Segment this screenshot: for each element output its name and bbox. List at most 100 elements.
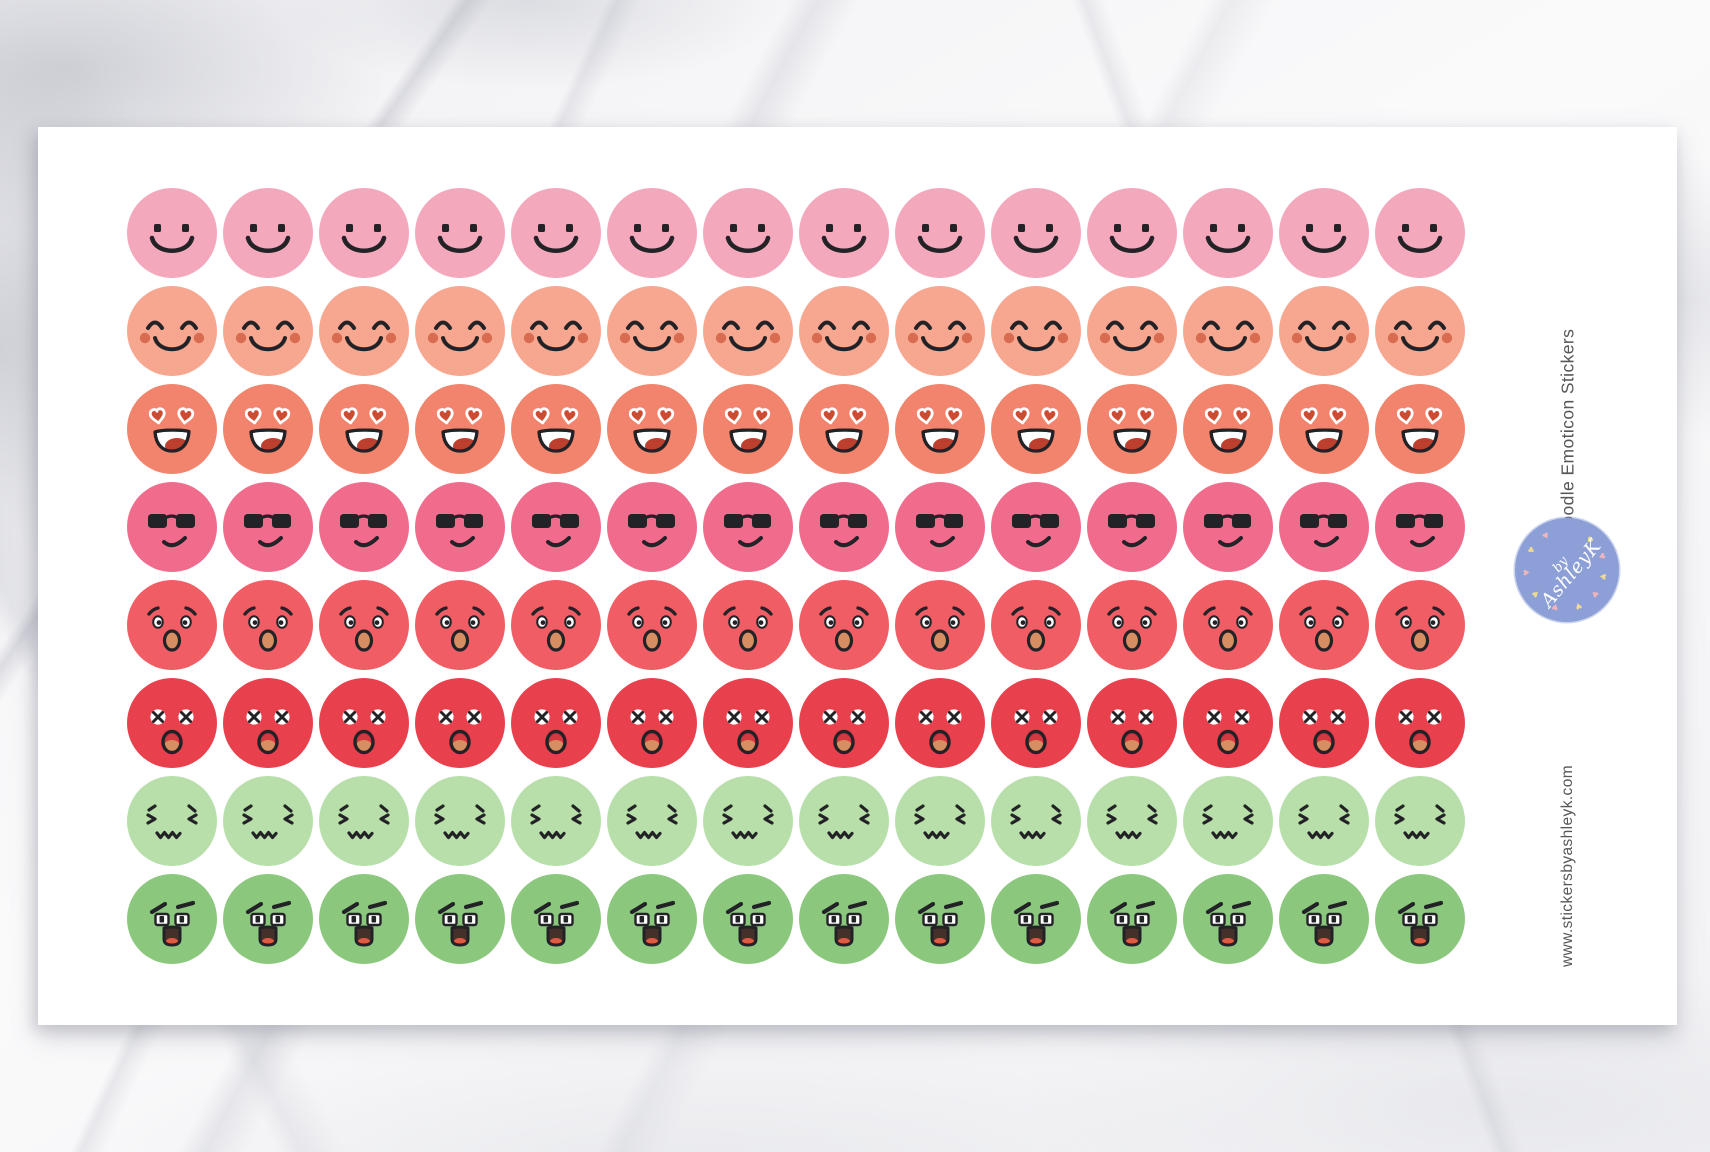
sticker-happy-blush xyxy=(511,286,601,376)
sticker-base xyxy=(1375,874,1465,964)
sticker-base xyxy=(703,580,793,670)
sticker-base xyxy=(1183,580,1273,670)
sticker-squirm xyxy=(1279,776,1369,866)
sticker-dead xyxy=(1375,678,1465,768)
sticker-base xyxy=(223,188,313,278)
sticker-heart-eyes xyxy=(223,384,313,474)
sticker-base xyxy=(127,482,217,572)
sticker-smile xyxy=(607,188,697,278)
heart-icon: ♥ xyxy=(1588,587,1602,601)
heart-icon: ♥ xyxy=(1596,571,1610,581)
sticker-happy-blush xyxy=(1375,286,1465,376)
sticker-base xyxy=(1183,286,1273,376)
sticker-dead xyxy=(511,678,601,768)
sticker-happy-blush xyxy=(1087,286,1177,376)
sticker-dead xyxy=(127,678,217,768)
sticker-base xyxy=(991,580,1081,670)
sticker-heart-eyes xyxy=(799,384,889,474)
sticker-happy-blush xyxy=(319,286,409,376)
sticker-base xyxy=(799,678,889,768)
sticker-base xyxy=(1279,874,1369,964)
sticker-worried xyxy=(895,580,985,670)
sticker-base xyxy=(415,286,505,376)
sticker-base xyxy=(127,286,217,376)
sticker-angry xyxy=(1375,874,1465,964)
sticker-base xyxy=(319,482,409,572)
sticker-angry xyxy=(1279,874,1369,964)
sticker-sunglasses xyxy=(127,482,217,572)
sticker-worried xyxy=(127,580,217,670)
sticker-base xyxy=(799,776,889,866)
sticker-base xyxy=(991,188,1081,278)
sticker-base xyxy=(703,874,793,964)
sticker-base xyxy=(895,874,985,964)
sticker-smile xyxy=(799,188,889,278)
sticker-sheet: Fun Doodle Emoticon Stickers www.sticker… xyxy=(38,127,1677,1025)
sticker-base xyxy=(511,286,601,376)
sticker-squirm xyxy=(511,776,601,866)
sticker-smile xyxy=(511,188,601,278)
sticker-base xyxy=(799,482,889,572)
sticker-heart-eyes xyxy=(1375,384,1465,474)
sticker-base xyxy=(1375,482,1465,572)
sticker-base xyxy=(703,776,793,866)
sticker-sunglasses xyxy=(1279,482,1369,572)
heart-icon: ♥ xyxy=(1573,598,1584,613)
sticker-squirm xyxy=(223,776,313,866)
sticker-worried xyxy=(991,580,1081,670)
sticker-happy-blush xyxy=(1279,286,1369,376)
sticker-base xyxy=(1087,776,1177,866)
sticker-base xyxy=(319,678,409,768)
sticker-base xyxy=(607,776,697,866)
sticker-smile xyxy=(127,188,217,278)
sticker-base xyxy=(223,776,313,866)
sticker-squirm xyxy=(895,776,985,866)
sticker-worried xyxy=(319,580,409,670)
sticker-base xyxy=(127,580,217,670)
sticker-base xyxy=(319,874,409,964)
sticker-worried xyxy=(703,580,793,670)
sticker-base xyxy=(415,580,505,670)
sticker-dead xyxy=(1183,678,1273,768)
sticker-base xyxy=(1375,286,1465,376)
brand-logo-text: by AshleyK xyxy=(1530,530,1606,612)
sticker-base xyxy=(1183,188,1273,278)
sticker-happy-blush xyxy=(607,286,697,376)
sticker-base xyxy=(1087,286,1177,376)
sticker-dead xyxy=(607,678,697,768)
sticker-squirm xyxy=(1375,776,1465,866)
sticker-base xyxy=(319,188,409,278)
sticker-base xyxy=(511,188,601,278)
sticker-base xyxy=(415,678,505,768)
sticker-sunglasses xyxy=(223,482,313,572)
sticker-dead xyxy=(1279,678,1369,768)
sticker-base xyxy=(1087,678,1177,768)
sticker-base xyxy=(1183,776,1273,866)
sticker-base xyxy=(511,580,601,670)
sticker-squirm xyxy=(703,776,793,866)
sticker-worried xyxy=(415,580,505,670)
sticker-base xyxy=(1375,188,1465,278)
sticker-base xyxy=(415,482,505,572)
sticker-sunglasses xyxy=(799,482,889,572)
sticker-happy-blush xyxy=(1183,286,1273,376)
sticker-base xyxy=(799,188,889,278)
sticker-heart-eyes xyxy=(991,384,1081,474)
sticker-base xyxy=(415,188,505,278)
sticker-base xyxy=(991,286,1081,376)
sticker-base xyxy=(1375,580,1465,670)
sticker-worried xyxy=(511,580,601,670)
sticker-happy-blush xyxy=(895,286,985,376)
sticker-base xyxy=(1183,678,1273,768)
sticker-dead xyxy=(895,678,985,768)
sticker-base xyxy=(319,580,409,670)
sticker-angry xyxy=(1087,874,1177,964)
sticker-base xyxy=(607,874,697,964)
sticker-heart-eyes xyxy=(127,384,217,474)
sticker-happy-blush xyxy=(703,286,793,376)
sticker-happy-blush xyxy=(799,286,889,376)
sticker-base xyxy=(1087,482,1177,572)
sticker-base xyxy=(895,580,985,670)
sticker-angry xyxy=(319,874,409,964)
sticker-sunglasses xyxy=(991,482,1081,572)
